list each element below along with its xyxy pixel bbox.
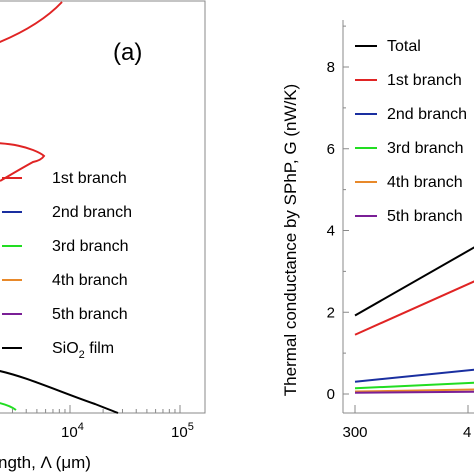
panel-a-legend-label: 3rd branch (52, 238, 129, 255)
panel-b-x-ticks: 300 4 (342, 405, 471, 441)
panel-b-series-4th-branch (354, 388, 474, 393)
panel-b-series-3rd-branch (354, 381, 474, 390)
panel-a-curves (0, 1, 119, 414)
panel-a-legend-label: 1st branch (52, 170, 127, 187)
panel-a-x-ticks: 104 105 (11, 405, 194, 441)
panel-a-x-tick-label: 104 (61, 421, 84, 441)
panel-a-axes-frame (0, 0, 206, 414)
panel-b-legend-label: 2nd branch (387, 106, 467, 123)
panel-b-x-tick-label: 4 (463, 424, 471, 441)
panel-b-series (354, 246, 474, 394)
panel-a: (a) 104 105 1st branch 2nd branch 3rd branc… (0, 0, 206, 472)
panel-b: 0 2 4 6 8 300 4 Total 1st branch 2nd branch 3rd … (281, 20, 474, 441)
panel-b-series-5th-branch (354, 390, 474, 394)
panel-b-series-2nd-branch (354, 368, 474, 383)
panel-a-legend-label: 5th branch (52, 306, 128, 323)
panel-b-y-tick-label: 2 (327, 304, 335, 321)
panel-a-legend: 1st branch 2nd branch 3rd branch 4th branch… (2, 170, 132, 361)
panel-a-legend-label: 4th branch (52, 272, 128, 289)
panel-b-series-1st-branch (354, 280, 474, 336)
panel-a-label: (a) (113, 39, 142, 66)
panel-b-legend-label: 1st branch (387, 72, 462, 89)
panel-a-curve-1st-branch-loop (0, 142, 46, 182)
panel-b-legend-label: Total (387, 38, 421, 55)
panel-b-legend-label: 3rd branch (387, 140, 464, 157)
panel-a-curve-sio2-film (0, 370, 119, 414)
panel-a-x-tick-label: 105 (171, 421, 194, 441)
panel-a-curve-3rd-branch (0, 402, 17, 411)
panel-b-y-axis-label: Thermal conductance by SPhP, G (nW/K) (281, 84, 300, 396)
panel-b-legend: Total 1st branch 2nd branch 3rd branch 4th b… (355, 38, 467, 225)
panel-a-curve-1st-branch-top (0, 1, 63, 43)
panel-b-y-ticks: 0 2 4 6 8 (327, 25, 349, 403)
panel-b-y-tick-label: 6 (327, 141, 335, 158)
panel-b-x-tick-label: 300 (342, 424, 367, 441)
panel-b-legend-label: 5th branch (387, 208, 463, 225)
panel-a-x-axis-label: ngth, Λ (μm) (0, 453, 91, 472)
panel-b-y-tick-label: 0 (327, 386, 335, 403)
panel-b-y-tick-label: 8 (327, 59, 335, 76)
panel-b-legend-label: 4th branch (387, 174, 463, 191)
panel-a-legend-label: 2nd branch (52, 204, 132, 221)
panel-a-legend-label: SiO2 film (52, 340, 114, 361)
panel-b-y-tick-label: 4 (327, 223, 335, 240)
panel-b-series-total (354, 246, 474, 317)
